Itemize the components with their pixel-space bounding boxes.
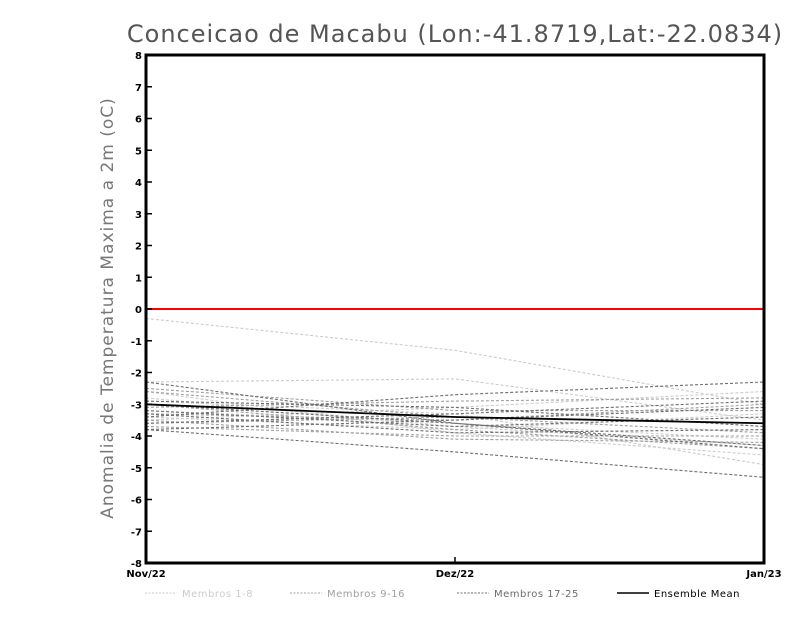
series-line-membros-1-8-2 [145, 378, 765, 421]
series-line-membros-17-25-6 [145, 400, 765, 424]
y-tick-label: -7 [131, 527, 142, 538]
series-line-membros-9-16-5 [145, 425, 764, 437]
y-tick-label: 3 [135, 210, 142, 221]
legend-label: Membros 9-16 [327, 589, 405, 600]
series-line-membros-1-8-7 [145, 413, 765, 431]
x-tick-label: Jan/23 [745, 569, 781, 580]
x-tick-label: Dez/22 [436, 569, 475, 580]
y-tick-label: 2 [135, 242, 142, 253]
series-line-membros-1-8-5 [145, 390, 765, 456]
y-tick-label: 1 [135, 273, 142, 284]
y-tick-label: -2 [131, 369, 142, 380]
series-line-membros-9-16-8 [145, 419, 765, 443]
series-line-membros-17-25-3 [145, 429, 765, 478]
y-axis-ticks: 8 7 6 5 4 3 2 1 0 -1 -2 -3 -4 -5 -6 -7 -8 [131, 51, 152, 570]
y-tick-label: -8 [131, 559, 142, 570]
chart-title: Conceicao de Macabu (Lon:-41.8719,Lat:-2… [127, 20, 783, 48]
y-tick-label: 4 [135, 178, 142, 189]
y-tick-label: -3 [131, 400, 142, 411]
y-tick-label: 8 [135, 51, 142, 62]
plot-lines [145, 317, 765, 478]
y-axis-label: Anomalia de Temperatura Maxima a 2m (oC) [98, 97, 118, 519]
series-line-membros-17-25-7 [145, 403, 765, 450]
y-tick-label: -1 [131, 337, 142, 348]
series-line-membros-17-25-2 [145, 381, 765, 418]
x-axis-ticks: Nov/22 Dez/22 Jan/23 [126, 557, 782, 580]
series-line-membros-17-25-8 [145, 406, 765, 431]
legend-label: Membros 17-25 [494, 589, 579, 600]
series-line-membros-9-16-3 [145, 403, 765, 450]
y-tick-label: -5 [131, 464, 142, 475]
y-tick-label: 0 [135, 305, 142, 316]
series-line-membros-9-16-6 [145, 387, 764, 412]
series-line-membros-9-16-2 [145, 403, 765, 421]
series-line-membros-17-25-1 [145, 381, 765, 447]
x-tick-label: Nov/22 [126, 569, 165, 580]
legend-label: Ensemble Mean [654, 589, 740, 600]
y-tick-label: 6 [135, 115, 142, 126]
y-tick-label: -6 [131, 496, 142, 507]
y-tick-label: -4 [131, 432, 142, 443]
series-line-membros-1-8-1 [145, 317, 765, 405]
series-line-membros-1-8-8 [145, 397, 765, 447]
legend-label: Membros 1-8 [182, 589, 253, 600]
y-tick-label: 5 [135, 146, 142, 157]
series-line-membros-9-16-7 [145, 397, 765, 408]
series-line-ensemble-mean-1 [145, 403, 765, 425]
series-line-membros-17-25-5 [145, 410, 765, 428]
series-line-membros-17-25-9 [145, 413, 765, 434]
series-line-membros-1-8-4 [145, 410, 765, 440]
series-line-membros-1-8-6 [145, 390, 765, 421]
y-tick-label: 7 [135, 83, 142, 94]
legend: Membros 1-8 Membros 9-16 Membros 17-25 Ense… [145, 589, 740, 600]
